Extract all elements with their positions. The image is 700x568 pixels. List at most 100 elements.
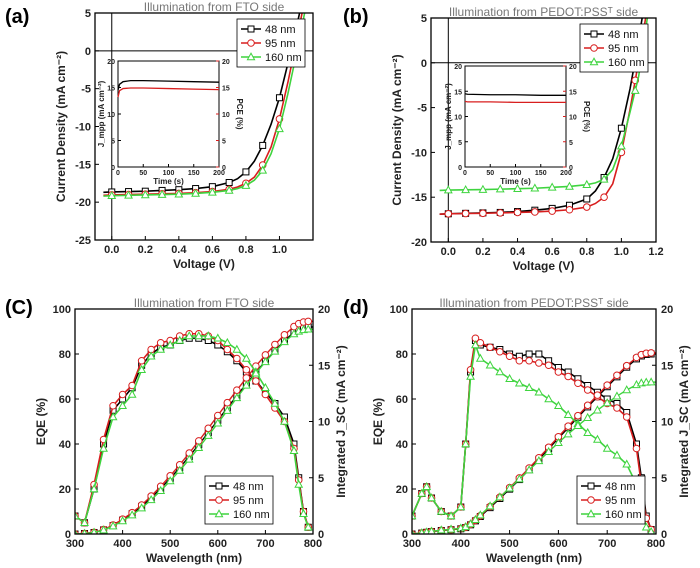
y-tick-label: 60 xyxy=(59,394,71,406)
data-point xyxy=(461,185,471,194)
eqe-point xyxy=(553,400,563,410)
eqe-point xyxy=(299,508,308,518)
eqe-point xyxy=(574,379,582,388)
y2-tick-label: 20 xyxy=(318,304,330,316)
legend-marker xyxy=(587,482,595,490)
eqe-point xyxy=(564,372,572,381)
panel-b: 0.0 0.2 0.4 0.6 0.8 1.0 1.2 -20 -15 -10 -5 0 5 (b) Ill… xyxy=(343,5,664,273)
eqe-point xyxy=(241,353,251,362)
jsc-point xyxy=(470,514,480,523)
panel-title: Illumination from FTO side xyxy=(134,296,275,310)
jsc-point xyxy=(222,405,232,414)
y2-tick-label: 15 xyxy=(318,360,330,372)
jsc-point xyxy=(303,324,313,333)
eqe-point xyxy=(427,493,436,502)
y-tick-label: 100 xyxy=(390,304,408,316)
y2-tick-label: 10 xyxy=(318,417,330,429)
data-point xyxy=(241,180,251,189)
jsc-point xyxy=(612,391,622,400)
y-tick-label: -25 xyxy=(75,235,91,247)
inset-x-tick-label: 200 xyxy=(213,170,225,177)
inset-y2-tick-label: 0 xyxy=(222,165,226,172)
inset-x-tick-label: 50 xyxy=(486,170,494,177)
y-tick-label: 5 xyxy=(85,8,91,20)
panel-c: 300 400 500 600 700 80002040608010005101520(C… xyxy=(5,296,348,565)
eqe-point xyxy=(641,522,651,531)
eqe-point xyxy=(303,522,313,531)
jsc-point xyxy=(203,430,213,439)
data-point xyxy=(124,190,133,199)
jsc-point xyxy=(184,454,194,463)
data-point xyxy=(496,209,505,217)
eqe-point xyxy=(118,390,127,399)
y2-tick-label: 5 xyxy=(318,473,324,485)
eqe-point xyxy=(146,351,156,360)
x-tick-label: 1.0 xyxy=(272,244,287,256)
y-tick-label: -20 xyxy=(411,237,427,249)
jsc-point xyxy=(603,381,612,389)
inset-series-J_mpp xyxy=(464,93,566,96)
data-point xyxy=(259,141,267,149)
eqe-point xyxy=(524,382,534,392)
inset-x-tick-label: 50 xyxy=(139,170,147,177)
y2-tick-label: 5 xyxy=(661,473,667,485)
eqe-point xyxy=(436,506,446,515)
data-point xyxy=(630,85,640,94)
jsc-point xyxy=(214,411,222,420)
data-point xyxy=(513,208,522,217)
data-point xyxy=(275,123,284,133)
series-group xyxy=(412,334,656,534)
inset-y-tick-label: 20 xyxy=(454,64,462,71)
inset-x-tick-label: 200 xyxy=(560,170,572,177)
y-tick-label: 80 xyxy=(59,349,71,361)
x-tick-label: 0.0 xyxy=(104,244,119,256)
eqe-point xyxy=(446,511,456,520)
data-point xyxy=(548,207,556,215)
y2-tick-label: 0 xyxy=(661,529,667,541)
x-tick-label: 0.6 xyxy=(205,244,220,256)
inset-series-J_mpp xyxy=(117,79,220,91)
x-tick-label: 300 xyxy=(66,538,84,550)
data-point xyxy=(600,193,608,201)
legend-label: 95 nm xyxy=(233,495,264,507)
data-point xyxy=(513,183,522,192)
data-point xyxy=(444,209,453,218)
data-point xyxy=(258,165,268,174)
jsc-point xyxy=(466,519,476,528)
legend-label: 95 nm xyxy=(265,38,296,50)
inset-y-tick-label: 0 xyxy=(111,165,115,172)
y-tick-label: 0 xyxy=(85,46,91,58)
x-tick-label: 1.0 xyxy=(614,246,629,258)
inset-y2-tick-label: 20 xyxy=(569,64,577,71)
y-tick-label: 20 xyxy=(396,484,408,496)
y-tick-label: -15 xyxy=(411,192,427,204)
eqe-point xyxy=(109,401,117,410)
y2-tick-label: 10 xyxy=(661,417,673,429)
y-axis-label: Current Density (mA cm⁻²) xyxy=(390,54,404,205)
jsc-point xyxy=(270,346,280,355)
eqe-point xyxy=(583,427,593,437)
jsc-point xyxy=(514,474,524,483)
inset-y-tick-label: 5 xyxy=(458,140,462,147)
jsc-point xyxy=(127,510,137,519)
eqe-point xyxy=(583,386,592,394)
x-axis-label: Wavelength (nm) xyxy=(486,551,582,565)
eqe-point xyxy=(544,394,554,403)
x-tick-label: 0.0 xyxy=(441,246,456,258)
inset-y2-tick-label: 20 xyxy=(222,59,230,66)
legend-marker xyxy=(215,496,223,504)
eqe-point xyxy=(137,364,147,374)
inset-y2-tick-label: 5 xyxy=(569,140,573,147)
x-tick-label: 400 xyxy=(452,538,470,550)
eqe-point xyxy=(289,445,299,455)
x-axis-label: Voltage (V) xyxy=(513,259,575,273)
eqe-point xyxy=(137,356,146,365)
legend-label: 160 nm xyxy=(265,52,302,64)
inset-y-tick-label: 0 xyxy=(458,165,462,172)
inset-x-tick-label: 150 xyxy=(535,170,547,177)
eqe-point xyxy=(294,479,304,488)
legend-label: 95 nm xyxy=(608,43,639,55)
panel-title: Illumination from PEDOT:PSSᵀ side xyxy=(449,5,639,19)
